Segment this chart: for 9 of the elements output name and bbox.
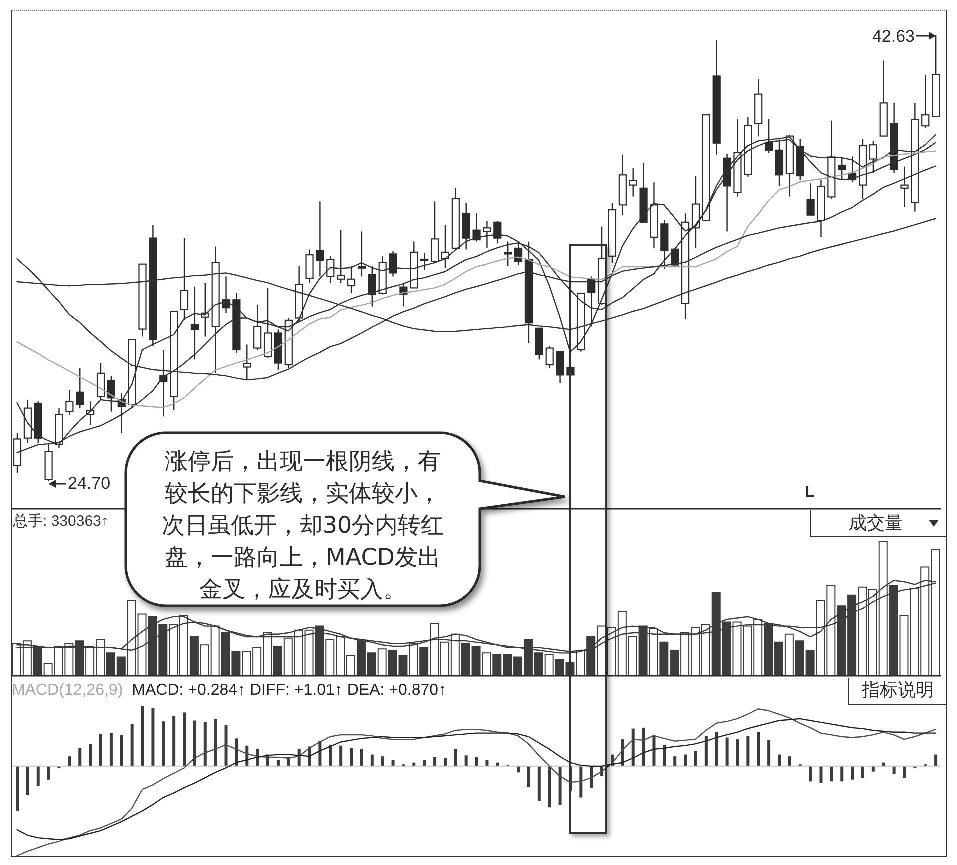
- chart-title: MACD(12,26,9): [12, 681, 124, 701]
- text: L: [805, 484, 815, 502]
- annotation: 涨停后，出现一根阴线，有较长的下影线，实体较小，次日虽低开，却30分内转红盘，一路向上，MACD发出金叉，应及时买入。: [160, 448, 446, 605]
- chart-title: 总手: 330363↑: [13, 512, 109, 532]
- chart-subtitle: MACD: +0.284↑ DIFF: +1.01↑ DEA: +0.870↑: [132, 681, 447, 701]
- annotation: 42.63: [872, 27, 915, 47]
- dropdown-field: 成交量: [810, 510, 947, 537]
- button: 指标说明: [848, 678, 947, 705]
- annotation: 24.70: [68, 474, 111, 494]
